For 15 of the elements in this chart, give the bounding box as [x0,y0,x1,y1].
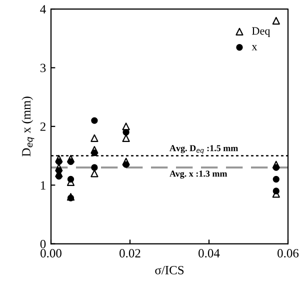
x-tick-label: 0.04 [198,249,220,258]
legend-label: x [252,45,258,50]
x-tick-label: 0.02 [120,249,140,258]
x-tick-label: 0.06 [278,249,299,258]
ref-line-label: Avg. x :1.3 mm [170,170,228,179]
y-tick-label: 3 [40,64,46,72]
y-tick-label: 4 [40,5,46,14]
y-tick-label: 2 [40,122,46,131]
x-tick-label: 0.00 [40,249,62,258]
legend-label: Deq [252,27,270,37]
x-axis-title: σ/ICS [155,266,184,274]
y-tick-label: 0 [40,240,46,248]
y-tick-label: 1 [40,181,46,190]
ref-line-label: Avg. D$_{eq}$ :1.5 mm [170,145,238,154]
y-axis-title: D$_{eq}$ x (mm) [22,96,34,156]
